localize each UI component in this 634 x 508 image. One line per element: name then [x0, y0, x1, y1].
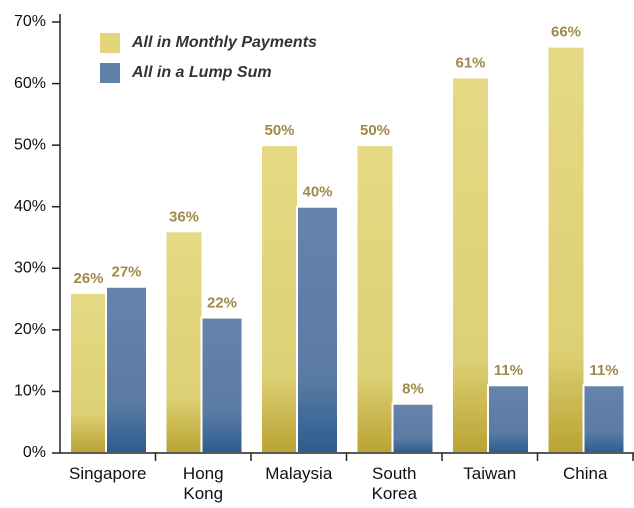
- bar: [546, 45, 586, 454]
- bar: [451, 76, 490, 455]
- value-label: 22%: [207, 295, 237, 312]
- bar: [355, 144, 395, 454]
- bar: [296, 205, 339, 454]
- value-label: 11%: [589, 362, 618, 379]
- y-tick-label: 20%: [14, 321, 46, 338]
- x-tick-label: South Korea: [371, 464, 417, 503]
- bar: [105, 285, 148, 454]
- legend-swatch: [100, 33, 120, 53]
- value-label: 36%: [169, 208, 199, 225]
- bar: [69, 291, 108, 454]
- y-tick-label: 60%: [14, 75, 46, 92]
- y-tick-label: 70%: [14, 13, 46, 30]
- value-label: 11%: [494, 362, 523, 379]
- value-label: 66%: [551, 24, 581, 41]
- legend-label: All in a Lump Sum: [131, 64, 272, 81]
- value-label: 61%: [455, 54, 485, 71]
- y-tick-label: 10%: [14, 383, 46, 400]
- bar: [200, 316, 244, 454]
- x-tick-label: Taiwan: [463, 464, 517, 483]
- legend-swatch: [100, 63, 120, 83]
- bar: [487, 384, 530, 454]
- value-label: 27%: [111, 264, 141, 281]
- x-tick-label: China: [563, 464, 608, 483]
- x-tick-label: Hong Kong: [182, 464, 224, 503]
- y-tick-label: 30%: [14, 260, 46, 277]
- y-tick-label: 0%: [23, 444, 46, 461]
- value-label: 50%: [360, 122, 390, 139]
- x-tick-label: Singapore: [68, 464, 147, 483]
- value-label: 40%: [302, 184, 332, 201]
- value-label: 50%: [264, 122, 294, 139]
- x-tick-label: Malaysia: [265, 464, 333, 483]
- legend-label: All in Monthly Payments: [131, 34, 317, 51]
- value-label: 26%: [73, 270, 103, 287]
- bar: [164, 230, 204, 454]
- bar: [391, 402, 435, 454]
- bar: [260, 144, 299, 454]
- y-tick-label: 50%: [14, 136, 46, 153]
- bar: [582, 384, 626, 454]
- value-label: 8%: [402, 381, 424, 398]
- y-tick-label: 40%: [14, 198, 46, 215]
